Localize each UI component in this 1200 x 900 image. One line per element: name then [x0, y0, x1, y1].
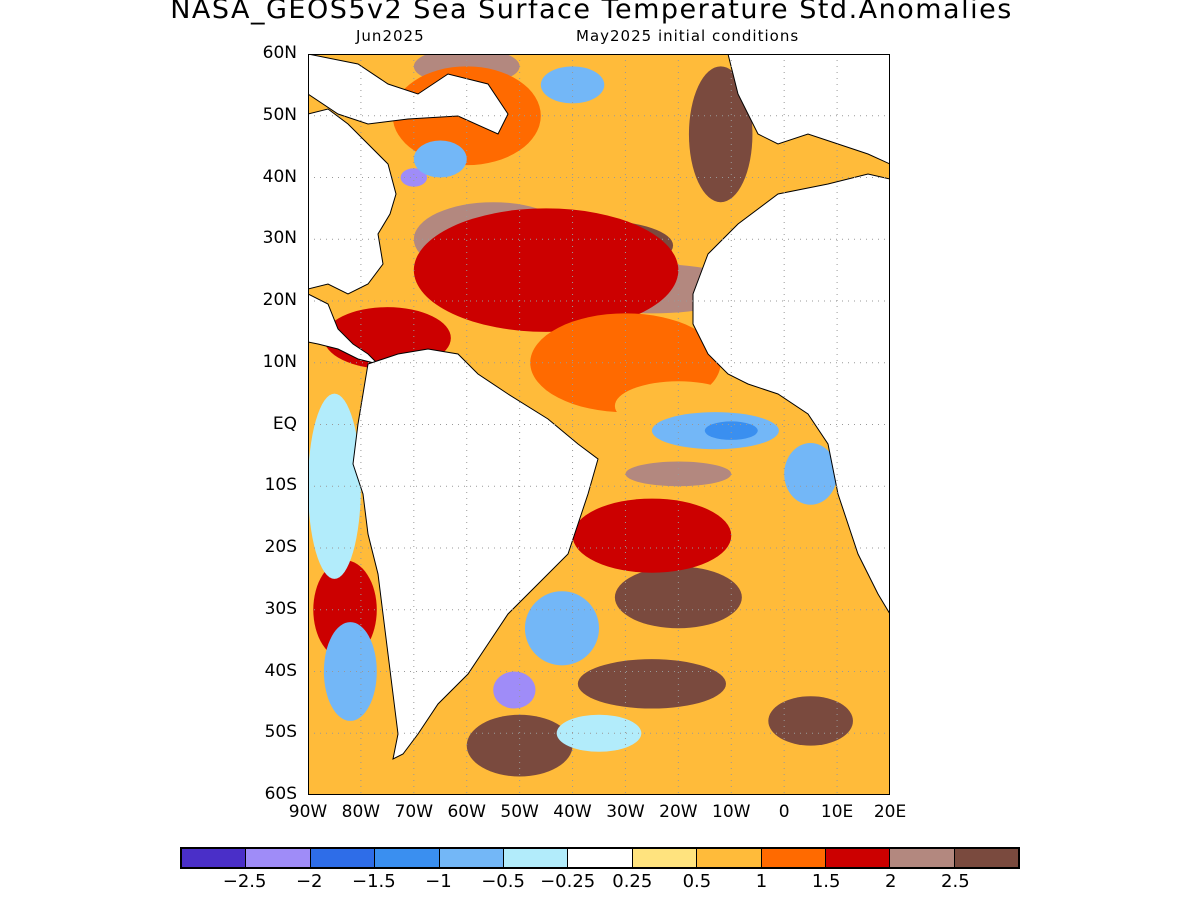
colorbar-swatch: [182, 849, 247, 867]
lon-label: 60W: [447, 802, 486, 822]
map-gridlines: [308, 54, 890, 795]
lon-label: 10W: [712, 802, 751, 822]
lat-label: 10S: [264, 475, 297, 496]
anomaly-region: [524, 591, 599, 666]
anomaly-region: [466, 714, 573, 777]
colorbar-swatch: [503, 849, 569, 867]
anomaly-region: [413, 208, 679, 332]
colorbar-tick-label: 0.25: [612, 871, 653, 892]
anomaly-region: [572, 498, 732, 573]
europe-land: [727, 54, 890, 165]
lat-label: 50N: [262, 104, 297, 125]
anomaly-region: [556, 714, 642, 752]
lon-label: 30W: [606, 802, 645, 822]
lon-label: 20E: [873, 802, 907, 822]
anomaly-region: [704, 421, 758, 440]
lat-label: 20N: [262, 290, 297, 310]
colorbar-swatch: [954, 849, 1019, 867]
lat-label: 10N: [262, 351, 297, 372]
anomaly-region: [614, 566, 742, 629]
colorbar-tick-label: −2.5: [222, 871, 267, 892]
colorbar: [180, 847, 1020, 869]
lon-label: 40W: [553, 802, 592, 822]
anomaly-region: [308, 393, 361, 579]
lon-label: 10E: [820, 802, 854, 822]
colorbar-swatch: [632, 849, 698, 867]
lon-label: 0: [778, 802, 790, 822]
anomaly-region: [400, 168, 428, 187]
map-frame: [308, 54, 890, 795]
landmasses: [308, 54, 890, 760]
lat-label: 60N: [262, 43, 297, 63]
colorbar-swatch: [439, 849, 504, 867]
lat-label: 30N: [262, 228, 297, 249]
greenland-canada-land: [308, 54, 509, 135]
lat-label: 30S: [264, 598, 297, 619]
lon-label: 80W: [341, 802, 381, 822]
lon-label: 20W: [659, 802, 698, 822]
lat-label: 40S: [264, 660, 297, 681]
lat-label: EQ: [272, 413, 297, 434]
anomaly-region: [784, 443, 838, 505]
colorbar-tick-label: 0.5: [682, 871, 712, 892]
colorbar-swatch: [375, 849, 440, 867]
colorbar-tick-label: 1.5: [811, 871, 841, 892]
colorbar-tick-label: −2: [295, 871, 323, 892]
colorbar-swatch: [310, 849, 376, 867]
colorbar-swatch: [825, 849, 891, 867]
anomaly-map: [308, 54, 890, 795]
anomaly-region: [625, 461, 732, 487]
colorbar-tick-label: −0.25: [540, 871, 596, 892]
africa-land: [692, 173, 890, 615]
initial-conditions-label: May2025 initial conditions: [576, 27, 800, 45]
anomaly-fields: [308, 54, 853, 777]
anomaly-region: [577, 659, 726, 709]
lat-label: 40N: [262, 166, 297, 187]
anomaly-region: [768, 696, 853, 746]
colorbar-tick-label: 2: [885, 871, 897, 892]
colorbar-tick-label: −0.5: [481, 871, 525, 892]
chart-title: NASA_GEOS5v2 Sea Surface Temperature Std…: [170, 0, 1013, 25]
colorbar-swatch: [697, 849, 762, 867]
lat-label: 50S: [264, 722, 297, 743]
south-america-land: [352, 348, 599, 760]
anomaly-region: [413, 140, 467, 178]
colorbar-swatch: [890, 849, 955, 867]
colorbar-tick-label: −1.5: [351, 871, 396, 892]
anomaly-region: [688, 66, 753, 203]
colorbar-tick-label: 2.5: [941, 871, 970, 892]
colorbar-swatch: [246, 849, 311, 867]
lon-label: 90W: [288, 802, 328, 822]
north-america-land: [308, 108, 397, 295]
colorbar-tick-label: −1: [425, 871, 452, 892]
lon-label: 70W: [394, 802, 434, 822]
forecast-month: Jun2025: [356, 27, 425, 45]
lat-label: 60S: [264, 784, 297, 804]
lon-label: 50W: [500, 802, 539, 822]
colorbar-swatch: [568, 849, 633, 867]
anomaly-region: [493, 671, 536, 709]
colorbar-tick-label: 1: [755, 871, 768, 892]
colorbar-swatch: [761, 849, 826, 867]
lat-label: 20S: [264, 537, 297, 557]
